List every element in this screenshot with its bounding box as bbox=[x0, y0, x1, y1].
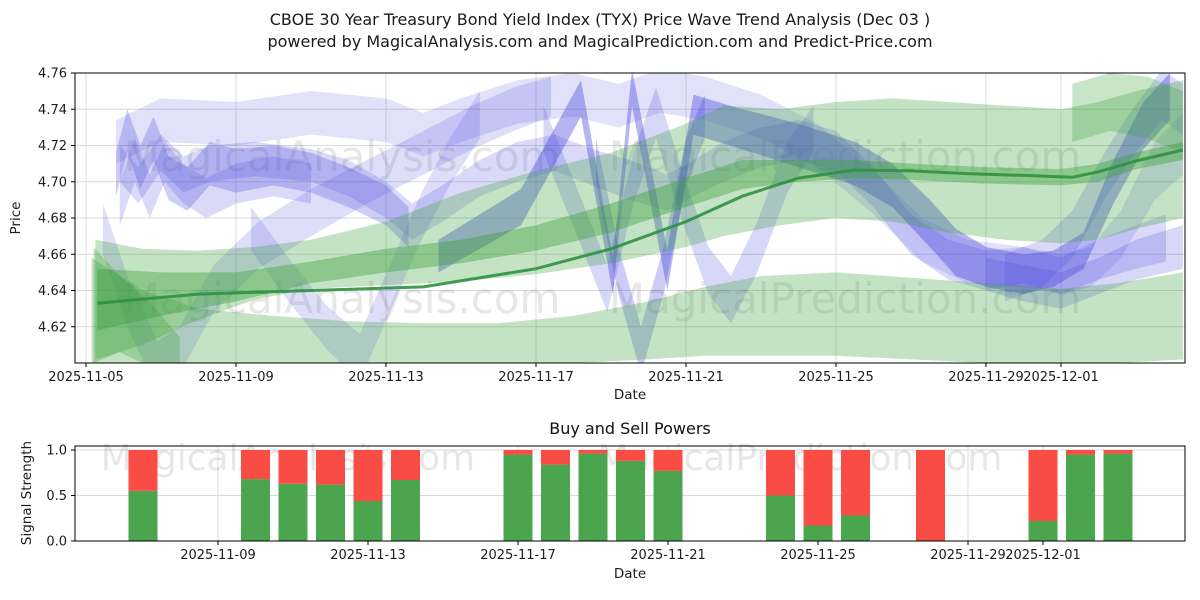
y-tick-label: 4.62 bbox=[38, 320, 67, 335]
sell-power-bar bbox=[616, 450, 645, 461]
y-tick-label: 0.5 bbox=[46, 489, 67, 504]
y-tick-label: 4.72 bbox=[38, 139, 67, 154]
bottom-y-axis-label: Signal Strength bbox=[19, 441, 35, 545]
figure-title: CBOE 30 Year Treasury Bond Yield Index (… bbox=[0, 9, 1200, 53]
bottom-chart-title: Buy and Sell Powers bbox=[549, 419, 711, 438]
price-band-mid-band bbox=[119, 120, 1166, 295]
sell-power-bar bbox=[1103, 450, 1133, 454]
price-band-w-echo bbox=[543, 87, 814, 324]
y-tick-label: 4.76 bbox=[38, 67, 67, 82]
watermark-text: MagicalAnalysis.com bbox=[124, 132, 561, 181]
buy-power-bar bbox=[278, 483, 308, 541]
buy-power-bar bbox=[316, 484, 345, 541]
x-tick-label: 2025-12-01 bbox=[1023, 370, 1099, 385]
sell-power-bar bbox=[541, 450, 570, 465]
bottom-x-axis-label: Date bbox=[614, 566, 646, 582]
green-trend-line bbox=[97, 148, 1184, 305]
sell-power-bar bbox=[391, 450, 420, 480]
x-tick-label: 2025-11-17 bbox=[498, 370, 574, 385]
watermark-text: MagicalPrediction.com bbox=[609, 274, 1082, 323]
x-tick-label: 2025-11-25 bbox=[798, 370, 874, 385]
x-tick-label: 2025-11-21 bbox=[648, 370, 724, 385]
buy-power-bar bbox=[241, 479, 270, 541]
sell-power-bar bbox=[128, 450, 158, 491]
price-band-green-bottom bbox=[91, 257, 1183, 363]
price-band-green-top-right bbox=[1072, 73, 1183, 153]
buy-power-bar bbox=[353, 501, 383, 541]
figure-title-line2: powered by MagicalAnalysis.com and Magic… bbox=[267, 32, 933, 51]
watermark-text: MagicalAnalysis.com bbox=[124, 274, 561, 323]
buy-power-bar bbox=[766, 495, 795, 541]
buy-power-bar bbox=[1066, 454, 1095, 541]
sell-power-bar bbox=[653, 450, 683, 471]
x-tick-label: 2025-11-05 bbox=[48, 370, 124, 385]
sell-power-bar bbox=[316, 450, 345, 485]
x-tick-label: 2025-11-29 bbox=[930, 548, 1006, 563]
price-band-second-v bbox=[251, 91, 480, 363]
x-tick-label: 2025-12-01 bbox=[1005, 548, 1081, 563]
bottom-chart: MagicalAnalysis.comMagicalPrediction.com… bbox=[46, 438, 1186, 563]
price-band-green-left-wedge bbox=[93, 247, 180, 363]
sell-power-bar bbox=[578, 450, 608, 454]
buy-power-bar bbox=[541, 464, 570, 541]
x-tick-label: 2025-11-13 bbox=[348, 370, 424, 385]
top-y-axis-label: Price bbox=[8, 202, 24, 235]
price-band-left-v bbox=[102, 76, 551, 363]
buy-power-bar bbox=[128, 490, 158, 541]
price-bands bbox=[91, 73, 1184, 363]
y-tick-label: 4.70 bbox=[38, 175, 67, 190]
buy-power-bar bbox=[1028, 521, 1058, 541]
sell-power-bar bbox=[1028, 450, 1058, 521]
y-tick-label: 0.0 bbox=[46, 535, 67, 550]
sell-power-bar bbox=[353, 450, 383, 501]
sell-power-bar bbox=[803, 450, 833, 526]
x-tick-label: 2025-11-09 bbox=[180, 548, 256, 563]
top-x-axis-label: Date bbox=[614, 387, 646, 403]
sell-power-bar bbox=[916, 450, 945, 541]
price-band-deep-dip bbox=[596, 94, 705, 363]
buy-power-bar bbox=[803, 525, 833, 541]
price-band-green-main bbox=[95, 80, 1183, 360]
y-tick-label: 4.66 bbox=[38, 248, 67, 263]
buy-power-bar bbox=[391, 480, 420, 541]
buy-power-bar bbox=[841, 515, 870, 541]
x-tick-label: 2025-11-25 bbox=[780, 548, 856, 563]
sell-power-bar bbox=[241, 450, 270, 480]
x-tick-label: 2025-11-21 bbox=[630, 548, 706, 563]
buy-power-bar bbox=[578, 453, 608, 541]
figure-title-line1: CBOE 30 Year Treasury Bond Yield Index (… bbox=[269, 10, 931, 29]
x-tick-label: 2025-11-29 bbox=[948, 370, 1024, 385]
generated-chart-content: MagicalAnalysis.com MagicalPrediction.com… bbox=[38, 67, 1186, 563]
price-band-right-riser bbox=[1004, 73, 1183, 302]
price-band-upper-band bbox=[116, 73, 1183, 295]
sell-power-bar bbox=[766, 450, 795, 496]
price-band-left-zigzag-2 bbox=[119, 138, 311, 226]
top-chart: MagicalAnalysis.com MagicalPrediction.com… bbox=[38, 67, 1186, 385]
sell-power-bar bbox=[503, 450, 533, 455]
x-tick-label: 2025-11-17 bbox=[480, 548, 556, 563]
sell-power-bar bbox=[841, 450, 870, 516]
y-tick-label: 4.74 bbox=[38, 103, 67, 118]
buy-power-bar bbox=[503, 454, 533, 541]
buy-power-bar bbox=[1103, 453, 1133, 541]
price-band-right-flat bbox=[986, 225, 1183, 309]
sell-power-bar bbox=[1066, 450, 1095, 455]
bottom-axes-border bbox=[74, 445, 1186, 542]
buy-power-bar bbox=[653, 470, 683, 541]
sell-power-bar bbox=[278, 450, 308, 484]
y-tick-label: 1.0 bbox=[46, 444, 67, 459]
y-tick-label: 4.68 bbox=[38, 212, 67, 227]
x-tick-label: 2025-11-13 bbox=[330, 548, 406, 563]
buy-power-bar bbox=[616, 460, 645, 541]
y-tick-label: 4.64 bbox=[38, 284, 67, 299]
x-tick-label: 2025-11-09 bbox=[198, 370, 274, 385]
price-band-left-zigzag-1 bbox=[116, 109, 409, 247]
